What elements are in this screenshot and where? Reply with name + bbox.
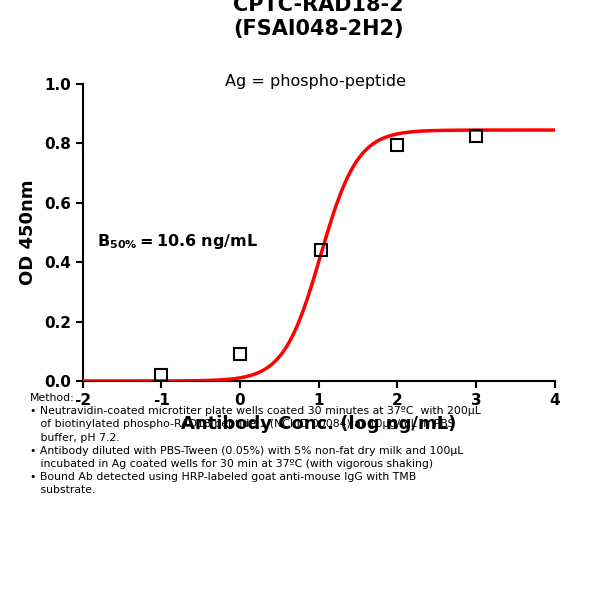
Text: $\mathbf{B_{50\%}}$$\mathbf{= 10.6\ ng/mL}$: $\mathbf{B_{50\%}}$$\mathbf{= 10.6\ ng/m… bbox=[97, 232, 258, 251]
Title: CPTC-RAD18-2
(FSAI048-2H2): CPTC-RAD18-2 (FSAI048-2H2) bbox=[233, 0, 404, 40]
X-axis label: Antibody Conc. (log ng/mL): Antibody Conc. (log ng/mL) bbox=[181, 415, 456, 433]
Y-axis label: OD 450nm: OD 450nm bbox=[19, 180, 37, 285]
Text: Ag = phospho-peptide: Ag = phospho-peptide bbox=[225, 74, 406, 89]
Text: Method:
• Neutravidin-coated microtiter plate wells coated 30 minutes at 37ºC  w: Method: • Neutravidin-coated microtiter … bbox=[30, 393, 480, 496]
